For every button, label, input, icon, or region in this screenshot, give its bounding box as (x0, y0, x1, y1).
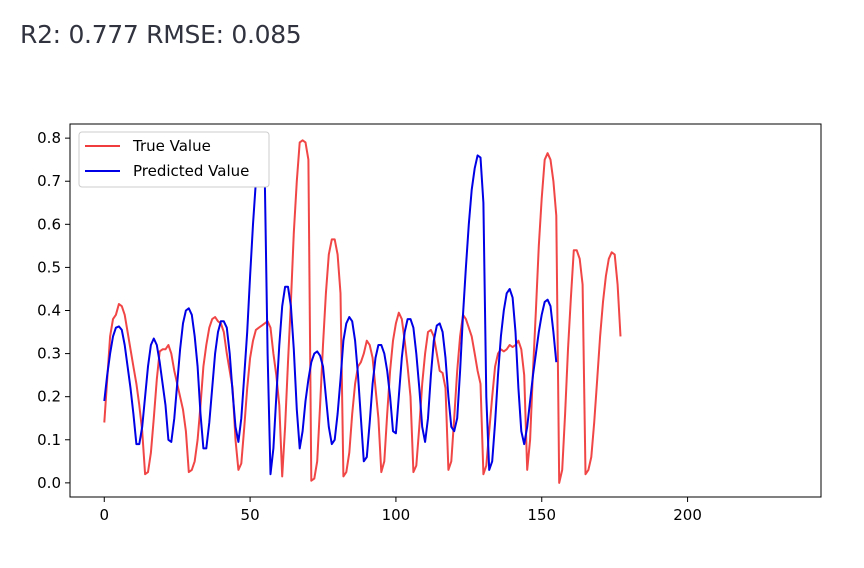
legend: True Value Predicted Value (78, 131, 270, 188)
x-tick-label: 150 (527, 506, 556, 524)
y-tick-label: 0.7 (37, 172, 61, 190)
y-axis: 0.0 0.1 0.2 0.3 0.4 0.5 0.6 0.7 0.8 (37, 129, 70, 492)
y-tick-label: 0.0 (37, 474, 61, 492)
true-value-line (103, 139, 622, 484)
metrics-title: R2: 0.777 RMSE: 0.085 (20, 20, 302, 49)
y-tick-label: 0.8 (37, 129, 61, 147)
y-tick-label: 0.3 (37, 345, 61, 363)
y-tick-label: 0.2 (37, 388, 61, 406)
legend-box (78, 131, 270, 188)
y-tick-label: 0.1 (37, 431, 61, 449)
x-tick-label: 0 (99, 506, 109, 524)
predicted-value-line (103, 139, 558, 476)
x-tick-label: 200 (673, 506, 702, 524)
line-chart: 0.0 0.1 0.2 0.3 0.4 0.5 0.6 0.7 0.8 0 50 100 150 200… (37, 123, 822, 524)
x-tick-label: 100 (382, 506, 411, 524)
x-tick-label: 50 (241, 506, 260, 524)
legend-label: True Value (132, 137, 211, 155)
plot-frame (69, 123, 822, 498)
x-axis: 0 50 100 150 200 (99, 497, 702, 524)
y-tick-label: 0.5 (37, 258, 61, 276)
y-tick-label: 0.6 (37, 215, 61, 233)
series-layer (103, 139, 622, 484)
legend-label: Predicted Value (133, 162, 249, 180)
y-tick-label: 0.4 (37, 302, 61, 320)
